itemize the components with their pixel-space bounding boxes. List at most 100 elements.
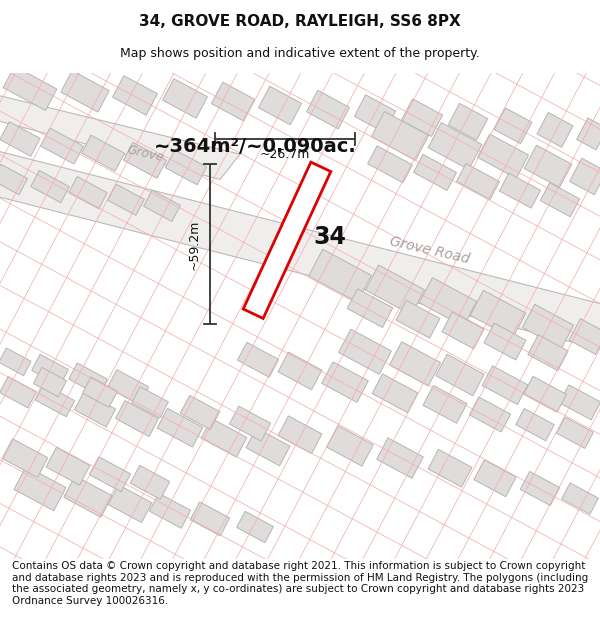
Polygon shape <box>259 86 302 125</box>
Polygon shape <box>494 108 532 144</box>
Polygon shape <box>130 466 170 499</box>
Text: 34, GROVE ROAD, RAYLEIGH, SS6 8PX: 34, GROVE ROAD, RAYLEIGH, SS6 8PX <box>139 14 461 29</box>
Polygon shape <box>14 466 66 511</box>
Polygon shape <box>396 301 440 338</box>
Polygon shape <box>31 171 69 202</box>
Polygon shape <box>474 460 516 497</box>
Polygon shape <box>338 329 391 374</box>
Polygon shape <box>211 82 254 121</box>
Polygon shape <box>516 409 554 441</box>
Polygon shape <box>201 419 247 457</box>
Polygon shape <box>371 111 428 161</box>
Polygon shape <box>32 354 68 386</box>
Polygon shape <box>499 173 541 208</box>
Polygon shape <box>69 176 107 209</box>
Text: Contains OS data © Crown copyright and database right 2021. This information is : Contains OS data © Crown copyright and d… <box>12 561 588 606</box>
Polygon shape <box>107 369 149 404</box>
Polygon shape <box>83 377 118 408</box>
Text: ~364m²/~0.090ac.: ~364m²/~0.090ac. <box>154 137 356 156</box>
Polygon shape <box>377 438 423 478</box>
Polygon shape <box>278 416 322 454</box>
Text: 34: 34 <box>314 225 346 249</box>
Polygon shape <box>401 99 443 136</box>
Polygon shape <box>372 374 418 413</box>
Polygon shape <box>520 471 560 506</box>
Polygon shape <box>69 363 107 395</box>
Polygon shape <box>524 376 566 413</box>
Polygon shape <box>0 348 31 376</box>
Polygon shape <box>559 385 600 420</box>
Polygon shape <box>537 112 573 148</box>
Polygon shape <box>436 354 484 396</box>
Polygon shape <box>113 76 157 115</box>
Polygon shape <box>74 392 116 427</box>
Polygon shape <box>457 164 499 199</box>
Polygon shape <box>131 387 169 418</box>
Polygon shape <box>41 128 83 164</box>
Text: Map shows position and indicative extent of the property.: Map shows position and indicative extent… <box>120 48 480 61</box>
Polygon shape <box>143 190 181 221</box>
Polygon shape <box>35 384 74 417</box>
Polygon shape <box>0 149 600 352</box>
Polygon shape <box>89 457 131 492</box>
Polygon shape <box>423 386 467 423</box>
Polygon shape <box>278 352 322 390</box>
Polygon shape <box>229 406 271 441</box>
Polygon shape <box>322 362 368 403</box>
Polygon shape <box>243 162 331 318</box>
Polygon shape <box>108 485 152 522</box>
Polygon shape <box>180 396 220 429</box>
Polygon shape <box>577 118 600 150</box>
Polygon shape <box>307 90 350 129</box>
Polygon shape <box>149 493 191 528</box>
Polygon shape <box>166 150 206 185</box>
Polygon shape <box>61 71 109 112</box>
Polygon shape <box>557 417 593 448</box>
Polygon shape <box>355 95 395 132</box>
Polygon shape <box>569 319 600 354</box>
Polygon shape <box>389 342 440 386</box>
Polygon shape <box>523 304 574 349</box>
Polygon shape <box>0 377 37 408</box>
Polygon shape <box>365 265 425 315</box>
Polygon shape <box>0 164 28 194</box>
Polygon shape <box>0 93 240 179</box>
Polygon shape <box>2 439 48 478</box>
Text: Grove Road: Grove Road <box>389 234 471 266</box>
Text: ~26.7m: ~26.7m <box>260 148 310 161</box>
Polygon shape <box>327 426 373 466</box>
Polygon shape <box>0 122 40 156</box>
Polygon shape <box>3 66 57 111</box>
Polygon shape <box>478 134 529 178</box>
Polygon shape <box>413 154 457 191</box>
Polygon shape <box>442 312 484 349</box>
Polygon shape <box>46 448 90 485</box>
Polygon shape <box>540 182 580 217</box>
Polygon shape <box>448 103 488 140</box>
Polygon shape <box>163 79 208 118</box>
Polygon shape <box>428 122 482 169</box>
Polygon shape <box>470 290 526 338</box>
Text: ~59.2m: ~59.2m <box>187 219 200 269</box>
Text: Grove: Grove <box>125 144 165 165</box>
Polygon shape <box>236 511 274 542</box>
Polygon shape <box>34 368 67 397</box>
Polygon shape <box>428 449 472 487</box>
Polygon shape <box>562 483 598 514</box>
Polygon shape <box>116 401 158 436</box>
Polygon shape <box>308 249 371 302</box>
Polygon shape <box>368 146 412 182</box>
Polygon shape <box>64 476 112 518</box>
Polygon shape <box>82 135 124 171</box>
Polygon shape <box>528 335 568 371</box>
Polygon shape <box>484 323 526 360</box>
Polygon shape <box>107 184 145 216</box>
Polygon shape <box>124 142 166 178</box>
Polygon shape <box>157 408 203 447</box>
Polygon shape <box>469 397 511 432</box>
Polygon shape <box>482 366 528 404</box>
Polygon shape <box>246 428 290 466</box>
Polygon shape <box>419 278 476 326</box>
Polygon shape <box>524 145 572 188</box>
Polygon shape <box>190 502 230 536</box>
